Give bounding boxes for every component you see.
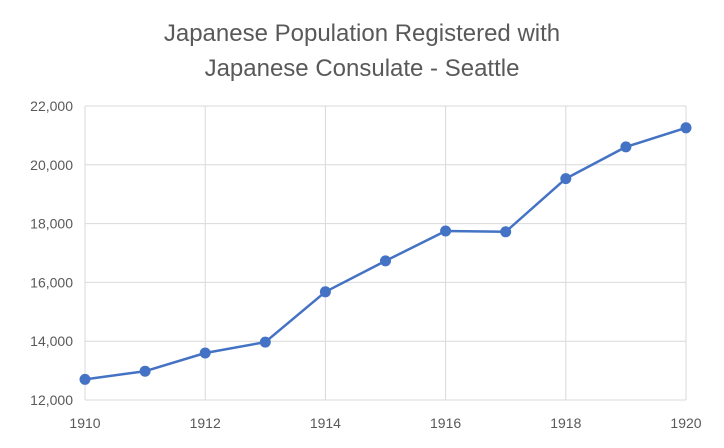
x-tick-label: 1912 — [190, 415, 221, 431]
x-tick-label: 1910 — [69, 415, 100, 431]
x-tick-label: 1916 — [430, 415, 461, 431]
y-tick-label: 22,000 — [30, 98, 73, 114]
x-tick-label: 1918 — [550, 415, 581, 431]
x-tick-label: 1920 — [670, 415, 701, 431]
data-point-1916 — [440, 225, 452, 237]
y-tick-label: 14,000 — [30, 333, 73, 349]
chart-title-line-2: Japanese Consulate - Seattle — [205, 55, 520, 82]
chart-title-line-1: Japanese Population Registered with — [164, 20, 560, 47]
x-tick-label: 1914 — [310, 415, 341, 431]
y-tick-label: 12,000 — [30, 392, 73, 408]
axis-tick-labels: 12,000 14,000 16,000 18,000 20,000 22,000 1910… — [30, 98, 702, 431]
data-point-1911 — [139, 365, 151, 377]
data-point-1912 — [199, 347, 211, 359]
data-point-1917 — [500, 226, 512, 238]
gridlines — [84, 105, 687, 401]
data-point-1910 — [79, 373, 91, 385]
data-point-1919 — [620, 141, 632, 153]
data-series — [79, 122, 692, 385]
data-point-1913 — [259, 336, 271, 348]
data-point-1918 — [560, 173, 572, 185]
y-tick-label: 20,000 — [30, 157, 73, 173]
data-point-1920 — [680, 122, 692, 134]
data-point-1914 — [319, 286, 331, 298]
data-point-1915 — [380, 255, 391, 267]
y-tick-label: 18,000 — [30, 216, 73, 232]
y-tick-label: 16,000 — [30, 274, 73, 290]
